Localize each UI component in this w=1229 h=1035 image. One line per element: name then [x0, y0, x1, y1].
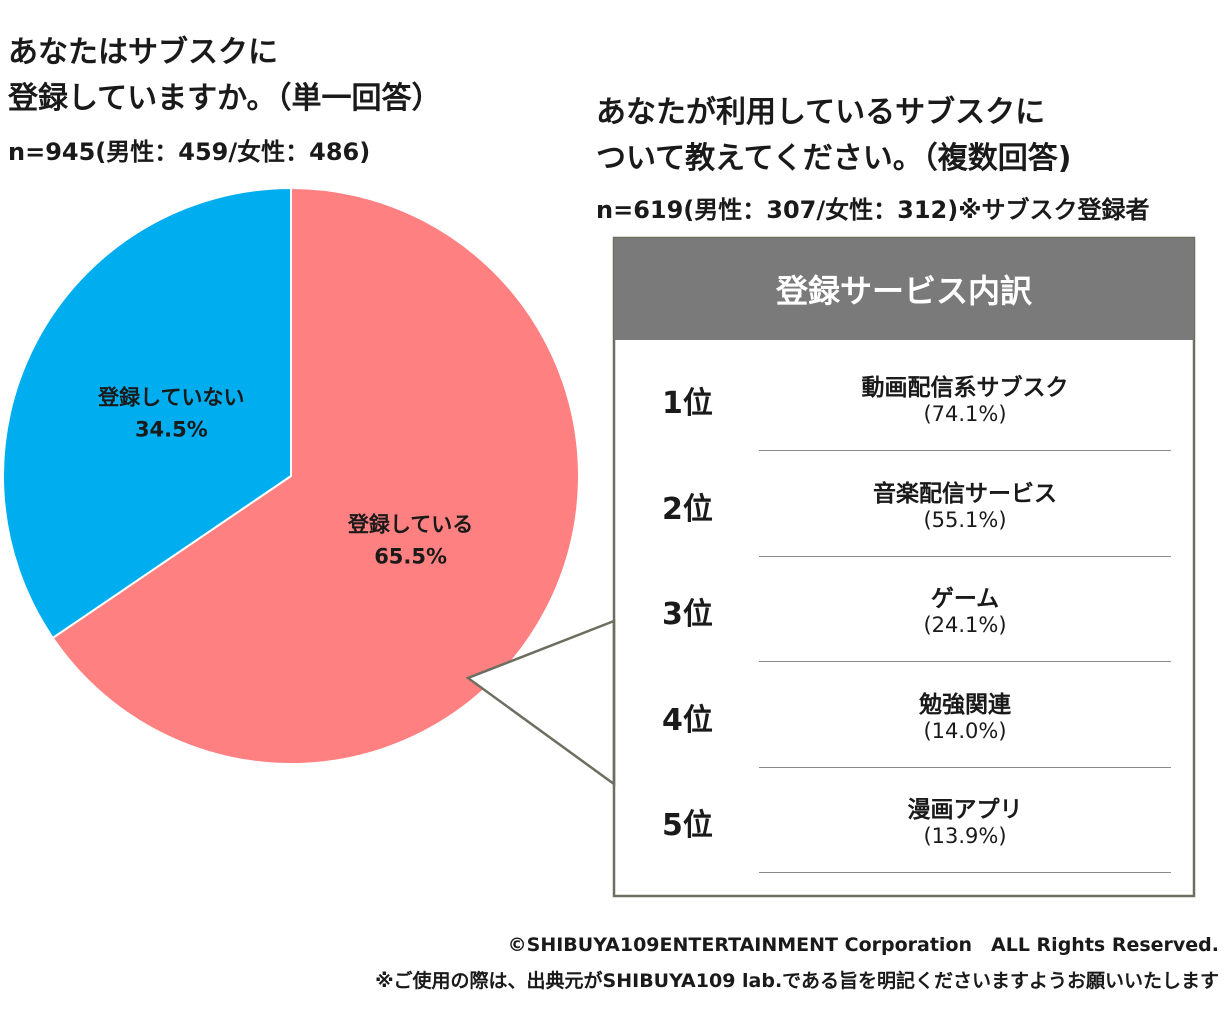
service-name: 勉強関連 [919, 691, 1011, 718]
ranking-row: 5位 漫画アプリ (13.9%) [614, 768, 1194, 873]
service-name: 漫画アプリ [907, 797, 1023, 823]
pie-slice-value: 65.5% [374, 544, 447, 568]
left-question-title: あなたはサブスクに 登録していますか。（単一回答） [8, 30, 442, 122]
rank-position: 1位 [662, 386, 713, 421]
pie-slice [2, 186, 292, 640]
usage-note: ※ご使用の際は、出典元がSHIBUYA109 lab.である旨を明記くださいます… [375, 970, 1219, 992]
ranking-row: 2位 音楽配信サービス (55.1%) [614, 452, 1194, 557]
service-percentage: (55.1%) [923, 507, 1007, 532]
right-sample-size: n=619(男性：307/女性：312)※サブスク登録者 [596, 196, 1150, 224]
row-divider [759, 766, 1171, 768]
row-divider [759, 555, 1171, 557]
pie-slice-label: 登録している [347, 512, 473, 536]
service-percentage: (24.1%) [923, 613, 1007, 637]
ranking-row: 4位 勉強関連 (14.0%) [614, 663, 1194, 768]
right-question-title: あなたが利用しているサブスクに ついて教えてください。（複数回答) [596, 90, 1071, 182]
service-percentage: (14.0%) [923, 718, 1007, 743]
ranking-row: 1位 動画配信系サブスク (74.1%) [614, 346, 1194, 451]
rank-position: 2位 [662, 491, 713, 527]
pie-slice-label: 登録していない [97, 386, 244, 410]
right-title-line1: あなたが利用しているサブスクに [596, 95, 1046, 130]
service-percentage: (13.9%) [923, 824, 1007, 848]
rank-position: 5位 [662, 808, 713, 843]
row-divider [759, 450, 1171, 451]
ranking-row: 3位 ゲーム (24.1%) [614, 557, 1194, 662]
service-percentage: (74.1%) [923, 402, 1007, 426]
rank-position: 4位 [662, 702, 713, 738]
ranking-panel-title: 登録サービス内訳 [614, 238, 1194, 340]
left-title-line1: あなたはサブスクに [8, 35, 278, 70]
row-divider [759, 661, 1171, 662]
pie-slice-value: 34.5% [135, 418, 208, 442]
right-title-line2: ついて教えてください。（複数回答) [596, 141, 1072, 176]
service-name: ゲーム [930, 586, 1000, 612]
pie-slice [51, 186, 580, 765]
service-name: 動画配信系サブスク [861, 375, 1069, 401]
copyright-text: ©SHIBUYA109ENTERTAINMENT Corporation ALL… [507, 934, 1219, 956]
left-sample-size: n=945(男性：459/女性：486) [8, 138, 371, 166]
service-name: 音楽配信サービス [873, 480, 1057, 507]
row-divider [759, 872, 1171, 873]
left-title-line2: 登録していますか。（単一回答） [8, 81, 442, 116]
rank-position: 3位 [662, 597, 713, 632]
